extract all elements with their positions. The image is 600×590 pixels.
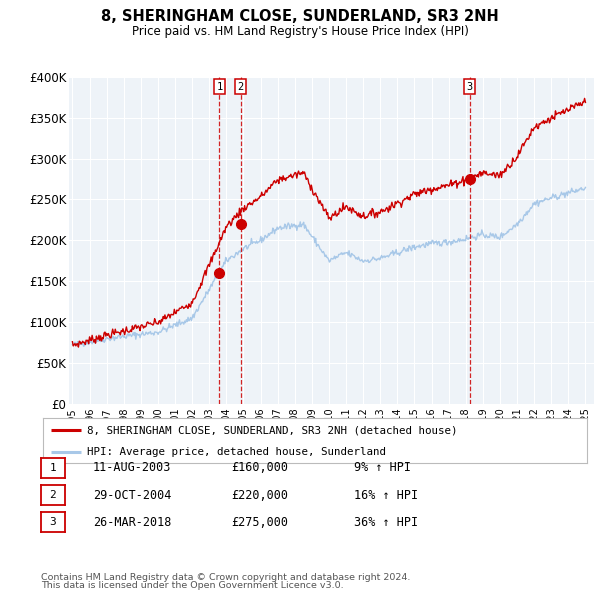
- Text: 1: 1: [217, 81, 223, 91]
- Text: Price paid vs. HM Land Registry's House Price Index (HPI): Price paid vs. HM Land Registry's House …: [131, 25, 469, 38]
- Text: £160,000: £160,000: [231, 461, 288, 474]
- Text: 2: 2: [238, 81, 244, 91]
- Text: Contains HM Land Registry data © Crown copyright and database right 2024.: Contains HM Land Registry data © Crown c…: [41, 572, 410, 582]
- Text: 8, SHERINGHAM CLOSE, SUNDERLAND, SR3 2NH: 8, SHERINGHAM CLOSE, SUNDERLAND, SR3 2NH: [101, 9, 499, 24]
- Text: 2: 2: [49, 490, 56, 500]
- Text: 26-MAR-2018: 26-MAR-2018: [93, 516, 172, 529]
- Text: 9% ↑ HPI: 9% ↑ HPI: [354, 461, 411, 474]
- Text: 16% ↑ HPI: 16% ↑ HPI: [354, 489, 418, 502]
- Text: 1: 1: [49, 463, 56, 473]
- Text: 11-AUG-2003: 11-AUG-2003: [93, 461, 172, 474]
- Text: 3: 3: [49, 517, 56, 527]
- Text: £275,000: £275,000: [231, 516, 288, 529]
- Text: 36% ↑ HPI: 36% ↑ HPI: [354, 516, 418, 529]
- Text: £220,000: £220,000: [231, 489, 288, 502]
- Text: HPI: Average price, detached house, Sunderland: HPI: Average price, detached house, Sund…: [86, 447, 386, 457]
- Text: 8, SHERINGHAM CLOSE, SUNDERLAND, SR3 2NH (detached house): 8, SHERINGHAM CLOSE, SUNDERLAND, SR3 2NH…: [86, 425, 457, 435]
- Text: 29-OCT-2004: 29-OCT-2004: [93, 489, 172, 502]
- Text: 3: 3: [467, 81, 473, 91]
- Text: This data is licensed under the Open Government Licence v3.0.: This data is licensed under the Open Gov…: [41, 581, 343, 590]
